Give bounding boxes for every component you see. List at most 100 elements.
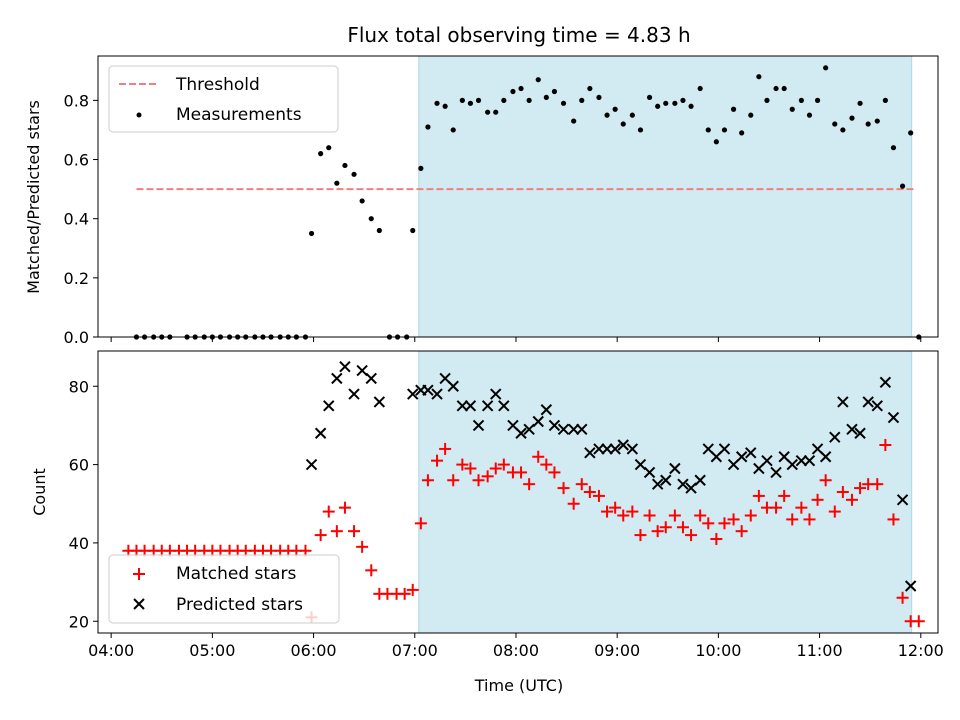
matched-star-point	[735, 525, 748, 538]
bottom-x-ticks: 04:00 05:00 06:00 07:00 08:00 09:00 10:00 11:00…	[88, 633, 944, 660]
matched-legend-swatch	[133, 568, 145, 580]
matched-star-point	[548, 466, 561, 479]
predicted-star-point	[548, 419, 561, 432]
predicted-star-point	[557, 423, 570, 436]
predicted-star-point	[356, 364, 368, 377]
matched-star-point	[406, 583, 419, 596]
top-x-ticks	[110, 337, 922, 342]
predicted-star-point	[871, 400, 883, 412]
matched-star-point	[668, 509, 681, 522]
y-tick-label: 60	[69, 456, 89, 475]
measurement-point	[359, 198, 365, 204]
measurement-point	[713, 139, 719, 145]
measurement-point	[485, 109, 491, 115]
measurement-point	[612, 106, 618, 112]
observing-window-span-top	[418, 55, 913, 338]
matched-star-point	[710, 533, 723, 545]
measurement-point	[874, 118, 880, 124]
measurement-point	[849, 115, 855, 121]
predicted-star-point	[323, 400, 335, 412]
measurement-point	[535, 77, 541, 83]
measurement-point	[604, 112, 610, 118]
measurement-point	[560, 100, 567, 106]
matched-star-point	[727, 513, 740, 526]
matched-star-point	[414, 517, 427, 530]
matched-star-point	[472, 474, 485, 487]
matched-star-point	[583, 486, 596, 498]
matched-star-point	[786, 513, 799, 526]
predicted-star-point	[795, 454, 808, 467]
measurement-point	[318, 151, 324, 157]
measurement-point	[526, 97, 532, 103]
predicted-star-point	[829, 431, 841, 443]
measurement-point	[705, 127, 711, 133]
matched-star-point	[871, 478, 884, 491]
matched-star-point	[338, 501, 351, 514]
predicted-star-point	[862, 396, 874, 408]
predicted-star-point	[447, 380, 459, 392]
matched-star-point	[421, 474, 434, 487]
measurement-point	[764, 97, 770, 103]
measurement-point	[899, 183, 906, 189]
predicted-star-point	[685, 482, 697, 494]
matched-star-point	[617, 509, 630, 522]
y-tick-label: 0.2	[64, 269, 89, 288]
matched-star-point	[685, 529, 698, 542]
measurement-point	[739, 130, 745, 136]
matched-star-point	[489, 462, 502, 475]
matched-star-point	[540, 458, 553, 471]
matched-star-point	[803, 513, 816, 526]
matched-star-point	[836, 486, 849, 498]
measurement-point	[857, 100, 863, 106]
matched-star-point	[744, 509, 757, 522]
predicted-star-point	[515, 427, 527, 439]
measurement-point	[475, 97, 482, 103]
matched-star-point	[770, 501, 783, 514]
measurement-point	[376, 227, 382, 234]
matched-star-point	[676, 521, 689, 534]
matched-star-point	[481, 470, 494, 483]
measurement-point	[351, 171, 357, 177]
matched-star-point	[322, 505, 335, 518]
top-axes-frame	[97, 55, 939, 338]
x-tick-label: 12:00	[898, 641, 944, 660]
matched-star-point	[718, 517, 731, 530]
measurement-point	[840, 127, 846, 133]
matched-star-point	[795, 501, 808, 514]
measurement-point	[756, 74, 762, 80]
measurements-legend-label: Measurements	[176, 105, 302, 125]
predicted-star-point	[576, 423, 588, 436]
predicted-star-point	[846, 423, 858, 436]
measurement-point	[655, 103, 661, 109]
predicted-star-point	[718, 443, 731, 455]
top-panel: 0.0 0.2 0.4 0.6 0.8 Flux total observing tim…	[24, 23, 939, 347]
measurement-point	[748, 112, 754, 118]
measurement-point	[442, 103, 448, 109]
predicted-star-point	[761, 454, 773, 467]
predicted-star-point	[854, 427, 866, 439]
bottom-y-ticks: 20 40 60 80	[69, 377, 98, 631]
measurement-point	[587, 85, 593, 92]
x-tick-label: 05:00	[189, 641, 235, 660]
measurement-point	[680, 97, 686, 103]
measurement-point	[730, 106, 737, 112]
predicted-star-point	[770, 466, 782, 479]
measurement-point	[637, 127, 644, 133]
bottom-panel: 20 40 60 80 04:00 05:00 06:00 07:00 08:00 09:00 1…	[30, 350, 944, 695]
predicted-star-point	[803, 454, 816, 467]
measurement-point	[571, 118, 577, 124]
measurement-point	[798, 97, 804, 103]
predicted-star-point	[643, 466, 656, 479]
measurement-point	[501, 97, 507, 103]
matched-star-point	[447, 474, 460, 487]
matched-star-point	[456, 458, 469, 471]
matched-star-point	[659, 521, 672, 534]
measurement-point	[334, 180, 340, 186]
measurement-point	[646, 94, 653, 101]
matched-star-point	[497, 458, 510, 471]
predicted-star-point	[617, 439, 629, 451]
matched-star-point	[702, 517, 715, 530]
predicted-star-point	[896, 494, 909, 506]
predicted-star-point	[626, 443, 639, 455]
x-tick-label: 10:00	[695, 641, 741, 660]
